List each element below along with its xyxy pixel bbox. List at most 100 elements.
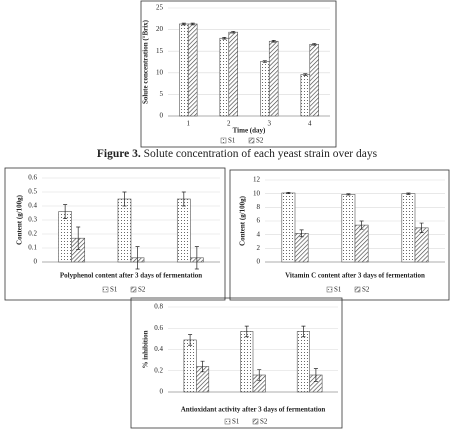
y-tick-label: 0.6 (154, 324, 163, 332)
legend-swatch (224, 418, 231, 425)
error-bar (313, 368, 318, 382)
error-bar (76, 226, 81, 250)
y-tick-label: 25 (156, 4, 164, 12)
y-tick-label: 0 (34, 258, 38, 266)
legend-swatch (252, 418, 259, 425)
bar (341, 194, 356, 263)
legend-label: S2 (256, 137, 264, 145)
error-bar (406, 192, 411, 195)
chart-frame (229, 169, 450, 301)
caption: Figure 3. Solute concentration of each y… (97, 148, 378, 160)
bar (179, 23, 189, 117)
bar (228, 31, 238, 117)
legend-label: S2 (362, 286, 370, 294)
y-tick-label: 0.5 (28, 188, 37, 196)
y-tick-label: 0 (160, 388, 164, 396)
error-bar (286, 191, 291, 195)
y-tick-label: 0.2 (154, 366, 163, 374)
caption-label: Figure 3. (97, 148, 141, 160)
y-axis-label: Content (g/100g) (239, 195, 247, 246)
error-bar (419, 222, 424, 233)
y-axis-label: % inhibition (142, 330, 150, 368)
error-bar (303, 73, 308, 76)
x-axis-label: Vitamin C content after 3 days of fermen… (285, 272, 425, 280)
y-tick-label: 0.6 (28, 174, 37, 182)
bar (183, 339, 197, 393)
y-tick-label: 12 (253, 176, 261, 184)
error-bar (359, 220, 364, 230)
error-bar (257, 369, 262, 381)
y-tick-label: 0.1 (28, 244, 37, 252)
bar (117, 198, 132, 263)
bar (309, 43, 319, 117)
error-bar (299, 229, 304, 238)
y-tick-label: 10 (253, 189, 261, 197)
error-bar (312, 43, 317, 46)
legend-swatch (220, 137, 227, 144)
legend-swatch (102, 286, 109, 293)
chart-frame (140, 0, 337, 148)
x-tick-label: 1 (187, 120, 191, 128)
error-bar (188, 334, 193, 346)
error-bar (135, 246, 140, 270)
error-bar (190, 22, 195, 26)
bar (300, 74, 311, 117)
chart-frame (130, 297, 343, 429)
x-tick-label: 4 (308, 120, 312, 128)
bar (219, 37, 230, 117)
x-tick-label: 2 (227, 120, 231, 128)
x-axis-label: Polyphenol content after 3 days of ferme… (60, 272, 202, 280)
legend-label: S1 (110, 286, 118, 294)
error-bar (194, 246, 199, 270)
error-bar (262, 60, 267, 63)
y-tick-label: 15 (156, 47, 164, 55)
caption-text: Solute concentration of each yeast strai… (144, 148, 378, 160)
y-tick-label: 0.8 (154, 303, 163, 311)
error-bar (231, 30, 236, 34)
y-tick-label: 8 (257, 203, 261, 211)
y-tick-label: 20 (156, 25, 164, 33)
legend-swatch (248, 137, 255, 144)
bar (58, 211, 72, 263)
legend-label: S2 (138, 286, 146, 294)
y-axis-label: Solute concentration (°Brix) (142, 19, 150, 104)
error-bar (63, 204, 68, 219)
legend-swatch (130, 286, 137, 293)
y-tick-label: 0 (257, 258, 261, 266)
y-tick-label: 2 (257, 244, 261, 252)
legend-swatch (326, 286, 333, 293)
chart-frame (4, 167, 226, 301)
error-bar (181, 191, 186, 207)
legend-label: S2 (260, 418, 268, 426)
legend-label: S1 (232, 418, 240, 426)
y-tick-label: 0 (160, 112, 164, 120)
bar (354, 224, 369, 263)
bar (187, 23, 198, 117)
x-axis-label: Antioxidant activity after 3 days of fer… (181, 406, 326, 414)
bar (296, 331, 310, 393)
y-tick-label: 0.4 (28, 202, 37, 210)
y-tick-label: 6 (257, 217, 261, 225)
y-tick-label: 0.3 (28, 216, 37, 224)
y-tick-label: 10 (156, 68, 164, 76)
y-tick-label: 4 (257, 230, 261, 238)
error-bar (301, 325, 306, 338)
error-bar (200, 360, 205, 373)
x-axis-label: Time (day) (233, 127, 266, 135)
error-bar (346, 193, 351, 196)
y-tick-label: 0.2 (28, 230, 37, 238)
x-tick-label: 3 (268, 120, 272, 128)
bar (401, 193, 416, 263)
error-bar (244, 325, 249, 338)
y-tick-label: 0.4 (154, 345, 163, 353)
bar (294, 233, 309, 263)
legend-label: S1 (334, 286, 342, 294)
bar (260, 61, 270, 117)
error-bar (271, 40, 276, 43)
bar (281, 192, 296, 263)
legend-swatch (354, 286, 361, 293)
error-bar (181, 22, 186, 26)
bar (176, 198, 191, 263)
error-bar (222, 37, 227, 40)
